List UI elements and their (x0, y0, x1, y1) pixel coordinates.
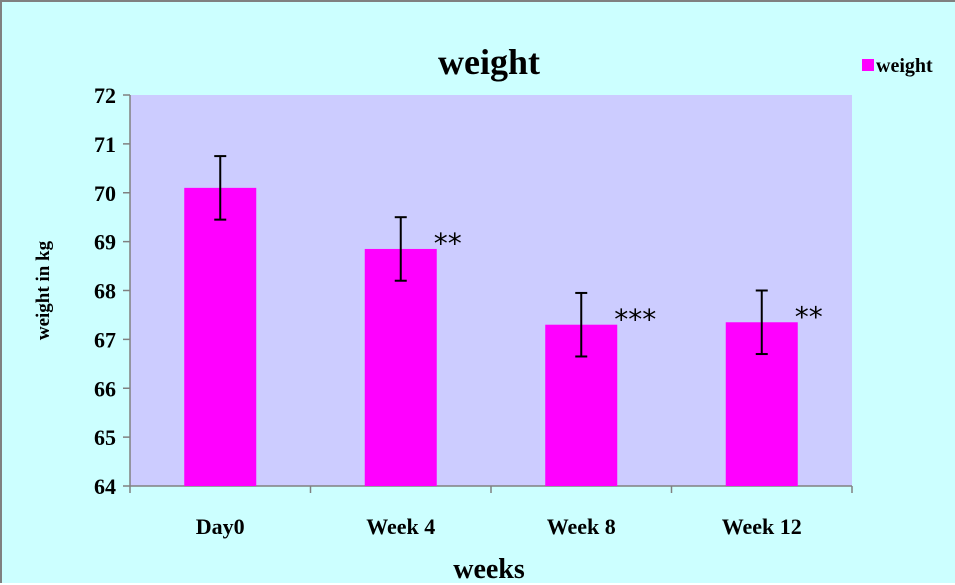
chart-title: weight (438, 42, 540, 82)
x-tick-label: Week 4 (366, 514, 435, 539)
significance-label: *** (614, 303, 656, 336)
significance-label: ** (434, 227, 462, 260)
error-bars (214, 155, 768, 358)
x-tick-label: Week 8 (547, 514, 616, 539)
y-tick-label: 67 (94, 327, 116, 352)
legend-swatch (862, 59, 874, 71)
y-tick-label: 64 (94, 474, 116, 499)
y-axis-title: weight in kg (33, 240, 54, 340)
y-tick-label: 70 (94, 181, 116, 206)
bar (364, 248, 437, 486)
bar (184, 187, 257, 487)
y-tick-label: 72 (94, 83, 116, 108)
significance-label: ** (795, 301, 823, 334)
x-axis: Day0 Week 4 Week 8 Week 12 (129, 485, 853, 539)
y-tick-label: 71 (94, 132, 116, 157)
x-tick-label: Week 12 (722, 514, 802, 539)
x-axis-title: weeks (453, 554, 525, 585)
y-axis: 64 65 66 67 68 69 70 71 72 (94, 83, 131, 499)
y-tick-label: 69 (94, 230, 116, 255)
legend: weight (862, 55, 933, 77)
x-tick-label: Day0 (196, 514, 245, 539)
legend-label: weight (876, 55, 933, 77)
y-tick-label: 66 (94, 376, 116, 401)
y-tick-label: 65 (94, 425, 116, 450)
significance-annotations: ***** ** (434, 227, 823, 336)
y-tick-label: 68 (94, 279, 116, 304)
